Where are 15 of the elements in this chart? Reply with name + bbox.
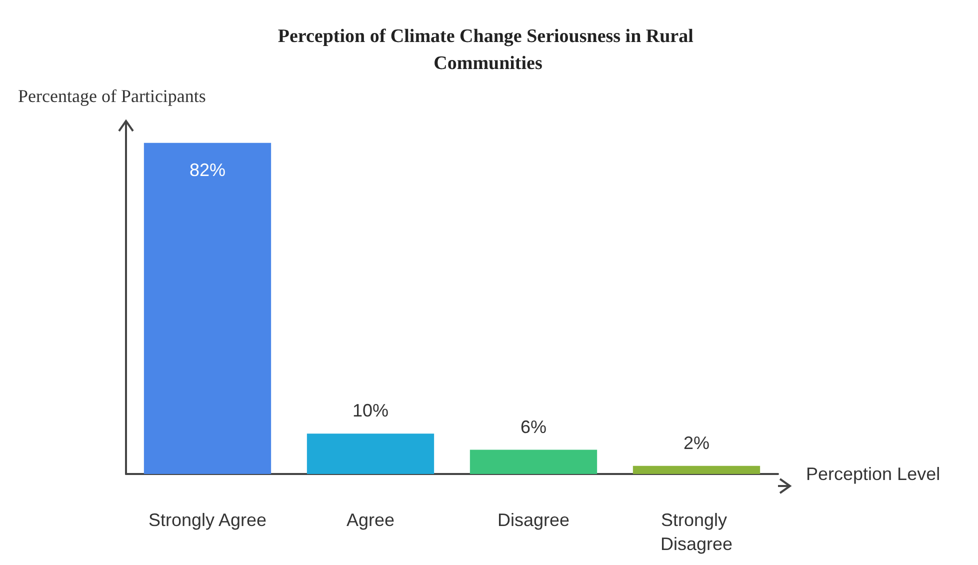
y-axis-title: Percentage of Participants [18, 86, 206, 106]
chart-title: Perception of Climate Change Seriousness in Rural Communities [278, 26, 698, 74]
bar [470, 450, 598, 474]
x-tick-label: Strongly Disagree [660, 510, 733, 554]
data-label: 82% [189, 160, 226, 180]
bar [632, 466, 760, 474]
bar [144, 142, 272, 474]
bar [306, 434, 434, 474]
data-label: 10% [352, 400, 389, 421]
x-tick-label: Agree [346, 510, 395, 530]
x-tick-label: Strongly Agree [148, 510, 267, 530]
x-axis-title: Perception Level [806, 464, 940, 484]
data-label: 6% [520, 416, 547, 437]
x-tick-label: Disagree [497, 510, 570, 530]
data-label: 2% [683, 432, 710, 453]
